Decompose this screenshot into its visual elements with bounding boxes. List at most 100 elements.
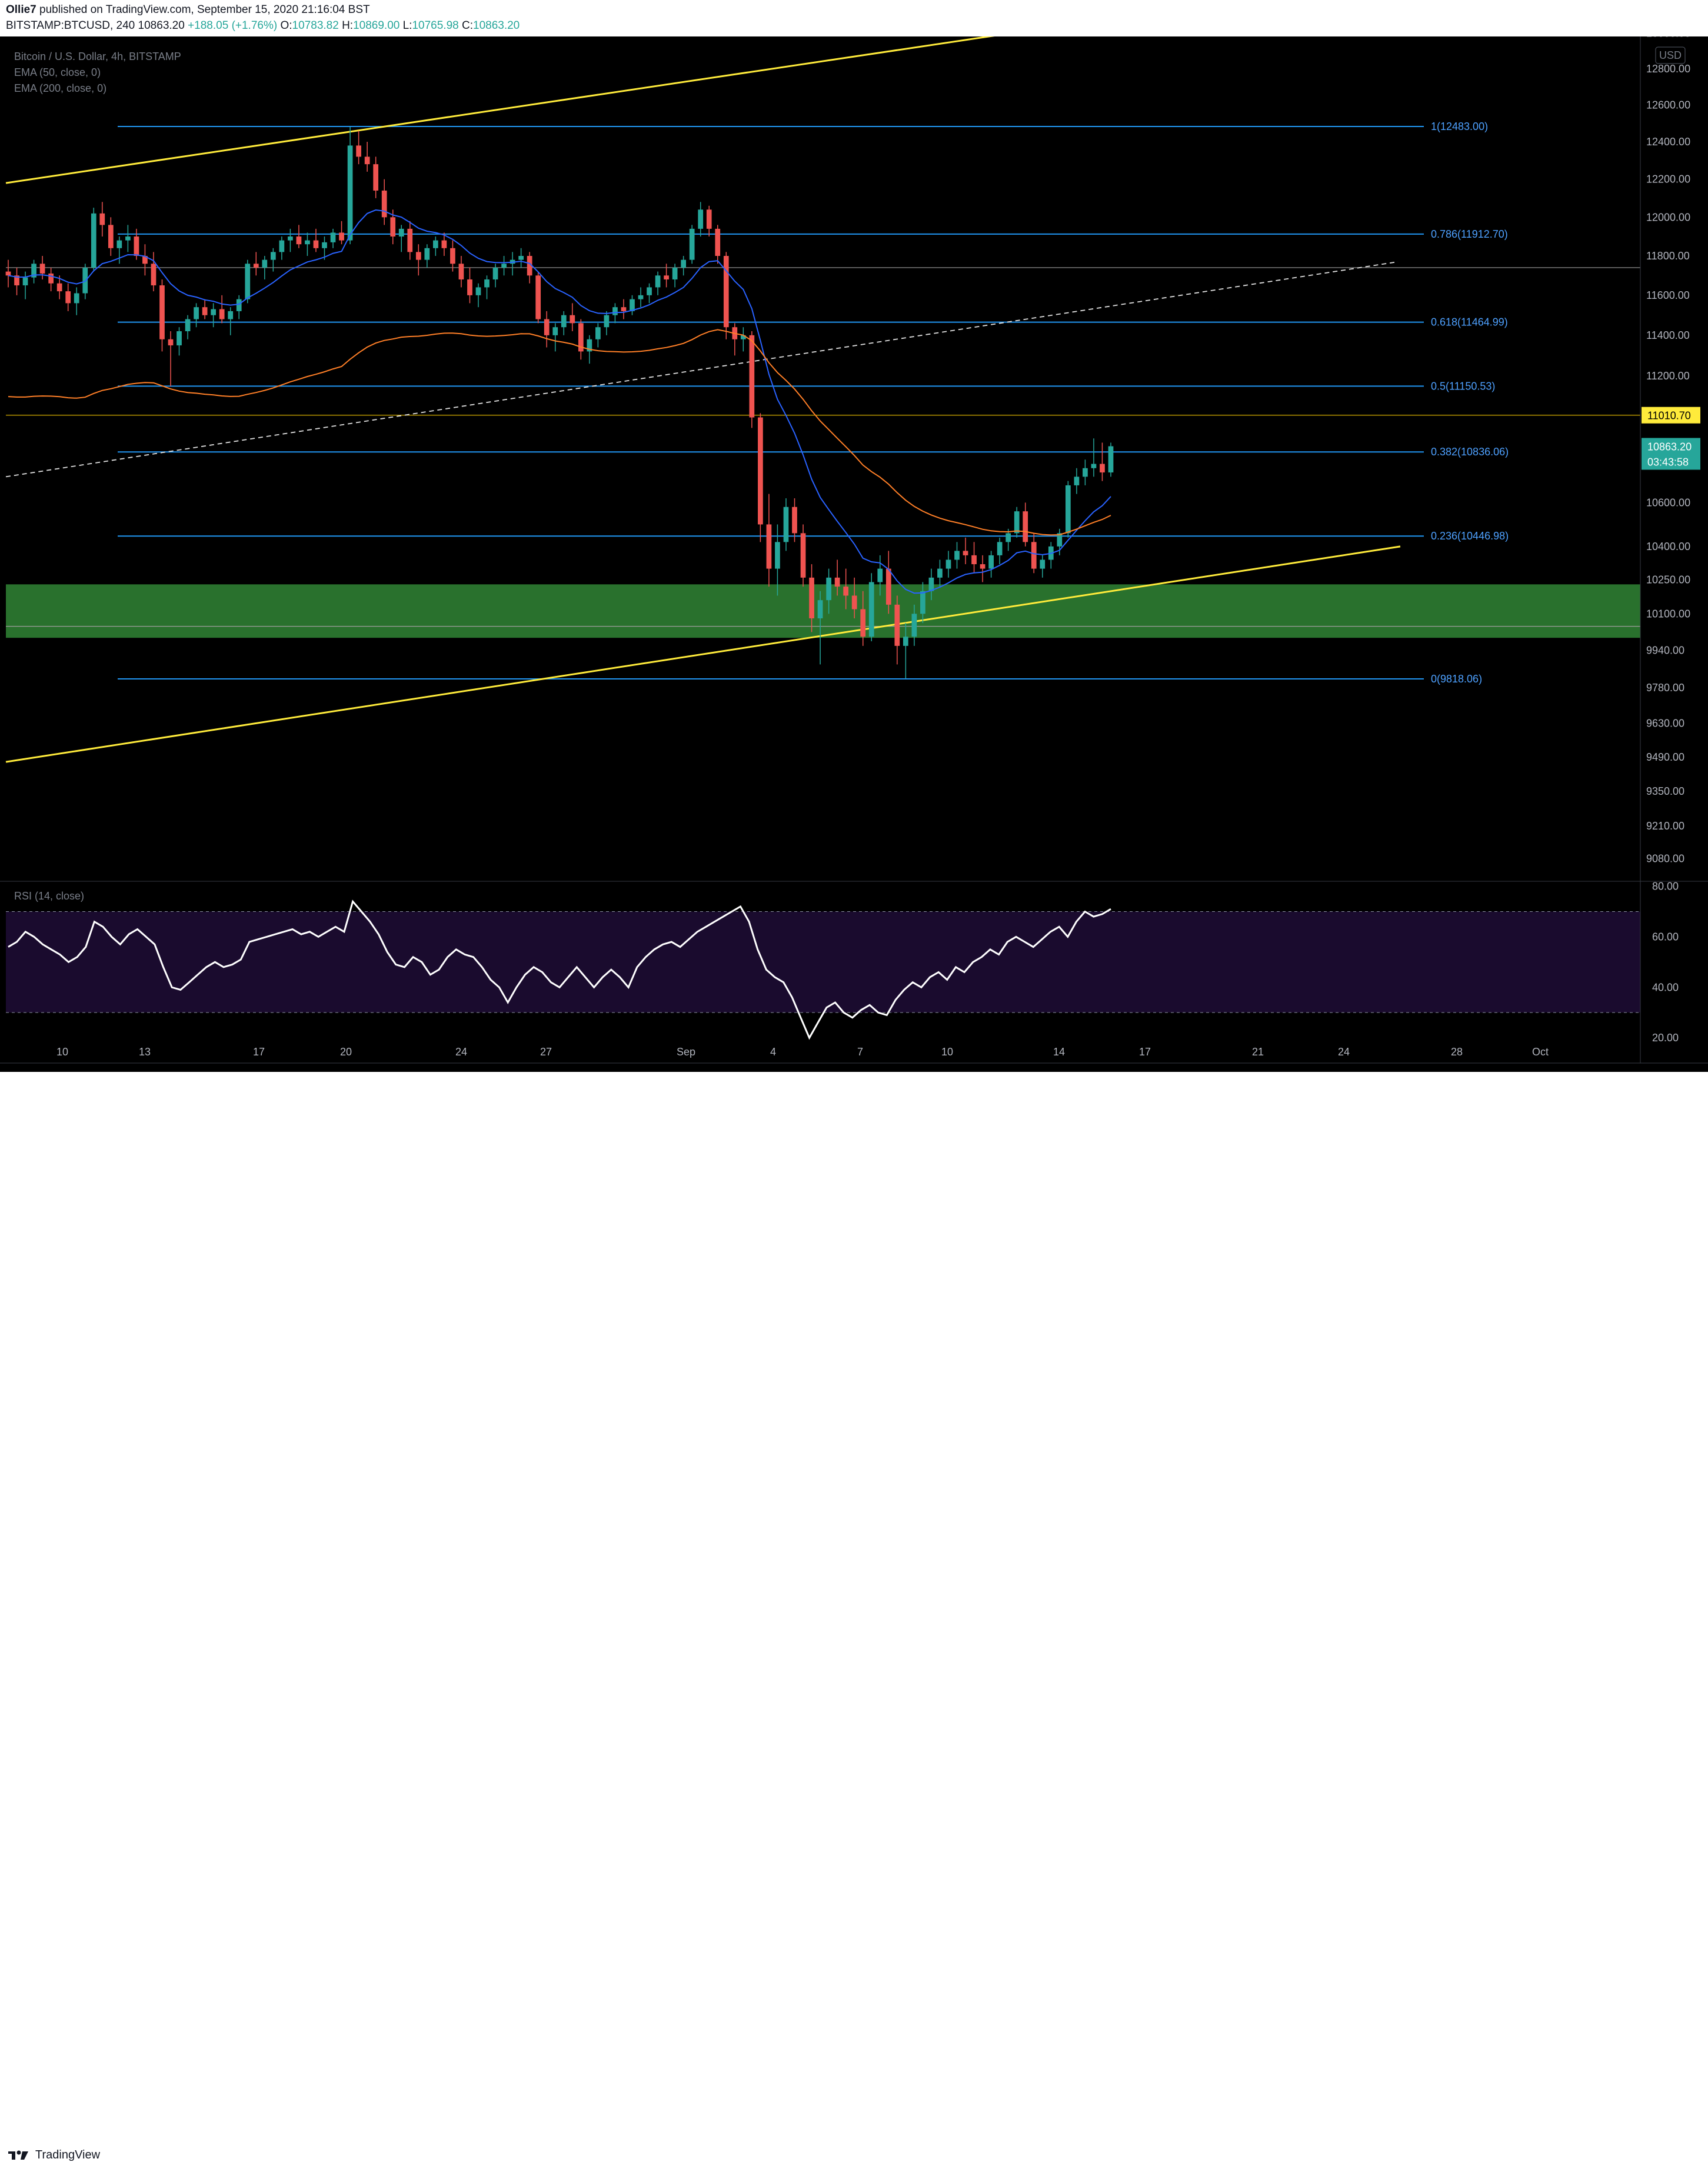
- candle-body: [920, 591, 925, 614]
- ema200-line: [8, 329, 1111, 536]
- rsi-tick-2: 40.00: [1652, 981, 1679, 993]
- candle-body: [552, 327, 558, 335]
- candle-body: [390, 217, 396, 237]
- price-tick-3: 13000.00: [1646, 36, 1690, 39]
- rsi-line: [8, 900, 1111, 1040]
- candle-body: [262, 259, 268, 268]
- candle-body: [817, 600, 823, 619]
- time-tick-8: 7: [857, 1046, 863, 1058]
- candle-body: [48, 273, 54, 284]
- candle-body: [424, 248, 430, 260]
- candle-body: [860, 609, 866, 637]
- candle-body: [330, 232, 336, 242]
- price-tick-6: 12400.00: [1646, 136, 1690, 148]
- time-tick-11: 17: [1139, 1046, 1151, 1058]
- time-tick-9: 10: [941, 1046, 953, 1058]
- publish-info: Ollie7 published on TradingView.com, Sep…: [6, 4, 370, 16]
- candle-body: [621, 307, 627, 311]
- candle-body: [980, 564, 985, 569]
- candle-body: [1100, 464, 1105, 473]
- candle-body: [202, 307, 208, 315]
- candle-body: [373, 164, 379, 191]
- o-label: O:: [280, 19, 292, 32]
- candle-body: [467, 279, 472, 295]
- symbol-line: BITSTAMP:BTCUSD, 240 10863.20 +188.05 (+…: [6, 19, 520, 32]
- fib-label-4: 0.382(10836.06): [1431, 446, 1509, 458]
- legend-rsi: RSI (14, close): [14, 890, 84, 902]
- price-chart[interactable]: 1(12483.00) 0.786(11912.70) 0.618(11464.99…: [0, 36, 1708, 1072]
- candle-body: [1083, 468, 1088, 477]
- price-tick-22: 9210.00: [1646, 820, 1684, 832]
- candle-body: [809, 577, 814, 619]
- candle-body: [928, 577, 934, 591]
- candle-body: [689, 228, 695, 260]
- candle-body: [116, 240, 122, 248]
- main-pane[interactable]: 1(12483.00) 0.786(11912.70) 0.618(11464.99…: [5, 36, 1640, 763]
- candle-body: [877, 568, 883, 582]
- candle-body: [681, 259, 687, 268]
- candle-body: [604, 315, 610, 328]
- candle-body: [142, 256, 148, 264]
- candle-body: [228, 311, 234, 319]
- countdown-text: 03:43:58: [1647, 456, 1689, 468]
- brand[interactable]: TradingView: [7, 2148, 100, 2162]
- time-tick-14: 28: [1451, 1046, 1463, 1058]
- price-tick-8: 12000.00: [1646, 211, 1690, 223]
- currency-badge-text: USD: [1659, 49, 1682, 61]
- candle-body: [527, 256, 532, 276]
- candle-body: [185, 319, 191, 332]
- candle-body: [851, 595, 857, 609]
- rsi-pane[interactable]: 80.00 60.00 40.00 20.00: [0, 881, 1708, 1044]
- candle-body: [997, 542, 1003, 555]
- candle-body: [672, 267, 678, 279]
- price-axis[interactable]: 13600.0013400.0013200.0013000.0012800.00…: [1640, 36, 1700, 1063]
- candle-body: [194, 307, 199, 319]
- candle-body: [219, 309, 225, 319]
- candle-body: [638, 295, 644, 299]
- ema50-line: [8, 209, 1111, 594]
- candle-body: [432, 240, 438, 248]
- candle-body: [954, 551, 960, 560]
- author-name[interactable]: Ollie7: [6, 4, 36, 16]
- price-tick-4: 12800.00: [1646, 63, 1690, 75]
- candle-body: [14, 275, 19, 286]
- candle-body: [655, 275, 661, 288]
- time-axis[interactable]: 10 13 17 20 24 27 Sep 4 7 10 14 17 21 24 28 Oct: [0, 1046, 1708, 1064]
- c-value: 10863.20: [473, 19, 520, 32]
- candle-body: [253, 264, 259, 268]
- candle-body: [1040, 559, 1046, 569]
- h-value: 10869.00: [353, 19, 400, 32]
- candle-body: [484, 279, 490, 288]
- symbol: BITSTAMP:BTCUSD, 240: [6, 19, 135, 32]
- candle-body: [775, 542, 780, 569]
- last-price: 10863.20: [138, 19, 185, 32]
- candle-body: [766, 524, 772, 569]
- currency-badge[interactable]: USD: [1655, 46, 1686, 64]
- candle-body: [911, 614, 917, 637]
- time-tick-15: Oct: [1532, 1046, 1549, 1058]
- h-label: H:: [342, 19, 354, 32]
- candle-body: [1074, 477, 1080, 485]
- time-tick-10: 14: [1053, 1046, 1065, 1058]
- candle-body: [108, 225, 114, 248]
- candle-body: [587, 339, 592, 352]
- candle-body: [1108, 446, 1114, 473]
- last-price-badge: [1642, 438, 1700, 470]
- time-tick-12: 21: [1252, 1046, 1264, 1058]
- published-text: published on TradingView.com, September …: [39, 4, 370, 16]
- candle-body: [544, 319, 550, 335]
- candle-body: [1014, 511, 1020, 534]
- candle-body: [5, 271, 11, 276]
- candle-body: [698, 209, 704, 229]
- price-tick-13: 10600.00: [1646, 497, 1690, 508]
- candle-body: [134, 236, 139, 256]
- fib-label-1: 0.786(11912.70): [1431, 228, 1508, 240]
- price-tick-7: 12200.00: [1646, 174, 1690, 185]
- candle-body: [843, 587, 849, 596]
- price-tick-9: 11800.00: [1646, 250, 1690, 262]
- candle-body: [535, 275, 541, 319]
- candle-body: [296, 236, 302, 245]
- time-tick-13: 24: [1338, 1046, 1350, 1058]
- legend: Bitcoin / U.S. Dollar, 4h, BITSTAMP EMA …: [14, 51, 181, 902]
- price-tick-19: 9630.00: [1646, 718, 1684, 729]
